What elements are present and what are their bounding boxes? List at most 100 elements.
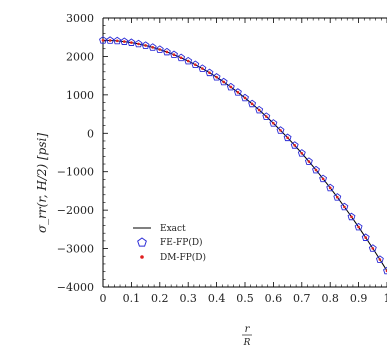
series-fe-marker	[269, 119, 278, 127]
legend: Exact FE-FP(D) DM-FP(D)	[133, 224, 206, 263]
series-dm-marker	[265, 115, 268, 118]
series-fe-marker	[375, 255, 384, 263]
x-tick-label: 0	[100, 292, 107, 305]
series-dm-marker	[130, 41, 133, 44]
series-fe-marker	[368, 244, 377, 252]
series-fe-marker	[361, 233, 370, 241]
series-dm-marker	[123, 40, 126, 43]
series-fe-marker	[127, 38, 136, 46]
series-dm-marker	[243, 96, 247, 100]
series-fe-marker	[347, 212, 356, 221]
series-fe-marker	[304, 157, 313, 165]
x-axis-label-denominator: R	[243, 338, 251, 348]
series-fe-marker	[141, 41, 150, 49]
series-dm-marker	[321, 177, 325, 181]
x-tick-label: 0.9	[350, 292, 368, 305]
series-dm-marker	[307, 160, 311, 163]
series-dm-marker	[179, 56, 183, 60]
series-fe-marker	[297, 149, 306, 157]
series-dm-marker	[371, 247, 375, 250]
series-dm-marker	[343, 205, 346, 209]
axes	[102, 17, 387, 288]
series-fe-marker	[233, 88, 242, 96]
x-tick-label: 0.5	[236, 292, 254, 305]
series-dm-marker	[293, 144, 297, 147]
series-fe-marker	[162, 47, 171, 56]
y-axis-label: σ_rr(r, H/2) [psi]	[35, 133, 49, 233]
series-dm-marker	[236, 91, 240, 94]
series-fe-marker	[354, 222, 363, 231]
legend-dm-marker	[140, 255, 144, 259]
series-fe-marker	[262, 112, 271, 120]
tick-marks	[102, 17, 387, 288]
legend-fe-label: FE-FP(D)	[160, 237, 203, 248]
series-fe-marker	[212, 73, 221, 81]
y-tick-label: 2000	[66, 50, 94, 63]
series-dm-marker	[279, 129, 282, 132]
series-fe-marker	[148, 43, 157, 51]
series-fe-marker	[340, 202, 349, 211]
series-dm-marker	[300, 151, 304, 155]
y-axis-label-text: σ_rr(r, H/2) [psi]	[35, 133, 49, 233]
series-dm-marker	[201, 67, 204, 70]
series-fe-marker	[276, 126, 285, 134]
series-dm-marker	[151, 46, 154, 49]
series-dm-marker	[314, 168, 318, 172]
series-fe-marker	[184, 56, 193, 65]
series-fe-marker	[312, 165, 320, 174]
x-axis-label-numerator: r	[245, 324, 251, 335]
series-fe-marker	[113, 36, 122, 45]
x-tick-labels: 0 0.1 0.2 0.3 0.4 0.5 0.6 0.7 0.8 0.9 1	[100, 292, 387, 305]
series-exact-line	[102, 39, 387, 272]
x-tick-label: 0.6	[265, 292, 283, 305]
x-tick-label: 0.3	[179, 292, 197, 305]
series-fe-marker	[319, 174, 328, 183]
x-tick-label: 0.2	[151, 292, 169, 305]
x-tick-label: 0.1	[123, 292, 141, 305]
y-tick-label: −4000	[57, 281, 94, 294]
legend-exact-label: Exact	[160, 224, 186, 234]
series-dm-marker	[144, 44, 147, 47]
series-dm-marker	[336, 195, 339, 199]
series-dm-marker	[186, 59, 190, 63]
y-tick-label: 3000	[66, 12, 94, 25]
series-dm-marker	[215, 75, 218, 79]
x-tick-label: 0.4	[208, 292, 226, 305]
series-dm-marker	[357, 225, 360, 229]
series-fe-marker	[134, 39, 143, 48]
series-fe-marker	[106, 36, 115, 44]
series-dm-marker	[378, 258, 382, 261]
series-dm-marker	[101, 38, 105, 42]
x-axis-label: r R	[242, 324, 252, 348]
x-tick-label: 0.8	[321, 292, 339, 305]
y-tick-labels: 3000 2000 1000 0 −1000 −2000 −3000 −4000	[57, 12, 94, 294]
series-dm-marker	[137, 42, 140, 46]
series-fe-marker	[219, 77, 228, 86]
series-fe-marker	[333, 193, 342, 201]
series-fe-marker	[383, 266, 387, 275]
legend-fe-marker	[137, 237, 147, 247]
y-tick-label: 1000	[66, 89, 94, 102]
series-dm-marker	[115, 39, 119, 43]
series-fe-marker	[326, 183, 335, 192]
series-dm-marker	[172, 53, 176, 56]
series-fe-marker	[120, 37, 129, 45]
series-fe-marker	[283, 133, 292, 142]
series-fe-marker	[290, 141, 299, 149]
x-tick-label: 0.7	[293, 292, 311, 305]
series-dm-marker	[250, 102, 254, 106]
plot-series	[99, 36, 387, 275]
series-fe-marker	[170, 50, 178, 59]
series-dm-marker	[286, 136, 289, 139]
series-fe-marker	[155, 45, 164, 53]
series-fe-marker	[99, 36, 107, 44]
y-tick-label: 0	[87, 127, 94, 140]
series-dm-marker	[108, 39, 112, 42]
x-tick-label: 1	[384, 292, 387, 305]
series-dm-marker	[350, 215, 353, 219]
series-dm-marker	[257, 108, 261, 112]
series-dm-marker	[229, 85, 233, 89]
series-fe-marker	[191, 60, 200, 69]
series-dm-marker	[194, 63, 197, 66]
